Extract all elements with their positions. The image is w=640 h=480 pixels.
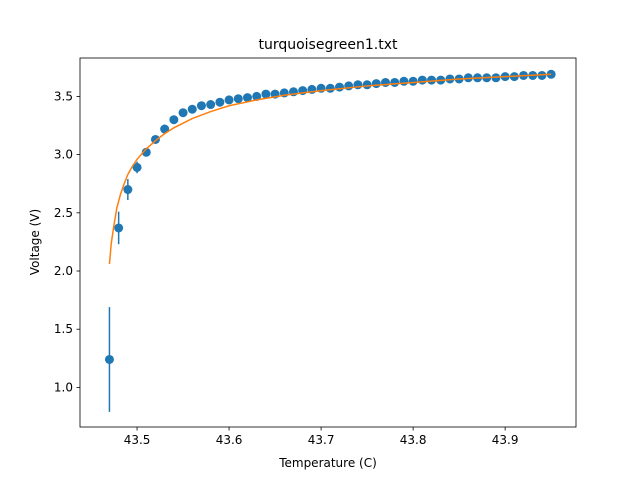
data-point — [325, 83, 335, 93]
plot-area — [80, 58, 576, 427]
data-point — [224, 95, 234, 105]
data-point — [417, 75, 427, 85]
fit-line — [108, 73, 552, 265]
y-tick-label: 1.5 — [54, 322, 73, 336]
data-point — [132, 162, 142, 172]
y-tick-label: 3.0 — [54, 148, 73, 162]
data-point — [114, 223, 124, 233]
data-point — [242, 93, 252, 103]
chart-title: turquoisegreen1.txt — [258, 37, 398, 53]
y-axis-label: Voltage (V) — [28, 209, 42, 275]
data-point — [178, 108, 188, 118]
x-axis-label: Temperature (C) — [278, 456, 377, 470]
data-point — [381, 77, 391, 87]
data-point — [141, 147, 151, 157]
data-point — [169, 115, 179, 125]
data-point — [104, 354, 114, 364]
axes: 43.5 43.6 43.7 43.8 43.9 1.0 1.5 2.0 2.5 3.0 3.5 — [54, 57, 577, 447]
y-tick-label: 2.5 — [54, 206, 73, 220]
data-point — [408, 76, 418, 86]
data-point — [206, 100, 216, 110]
data-point — [252, 91, 262, 101]
x-tick-label: 43.9 — [492, 433, 519, 447]
x-tick-label: 43.6 — [216, 433, 243, 447]
data-point — [427, 75, 437, 85]
data-point — [187, 104, 197, 114]
data-point — [390, 77, 400, 87]
x-tick-label: 43.7 — [308, 433, 335, 447]
x-tick-label: 43.5 — [124, 433, 151, 447]
y-tick-label: 2.0 — [54, 264, 73, 278]
y-tick-label: 3.5 — [54, 89, 73, 103]
data-point — [399, 76, 409, 86]
data-point — [335, 82, 345, 92]
x-tick-label: 43.8 — [400, 433, 427, 447]
data-point — [196, 101, 206, 111]
data-point — [233, 94, 243, 104]
data-point — [362, 80, 372, 90]
data-point — [215, 97, 225, 107]
axes-frame — [79, 57, 577, 428]
data-point — [371, 79, 381, 89]
data-point — [123, 185, 133, 195]
data-point — [546, 69, 556, 79]
data-point — [344, 81, 354, 91]
chart-marks — [104, 69, 556, 412]
y-tick-label: 1.0 — [54, 380, 73, 394]
data-point — [261, 89, 271, 99]
data-point — [160, 124, 170, 134]
